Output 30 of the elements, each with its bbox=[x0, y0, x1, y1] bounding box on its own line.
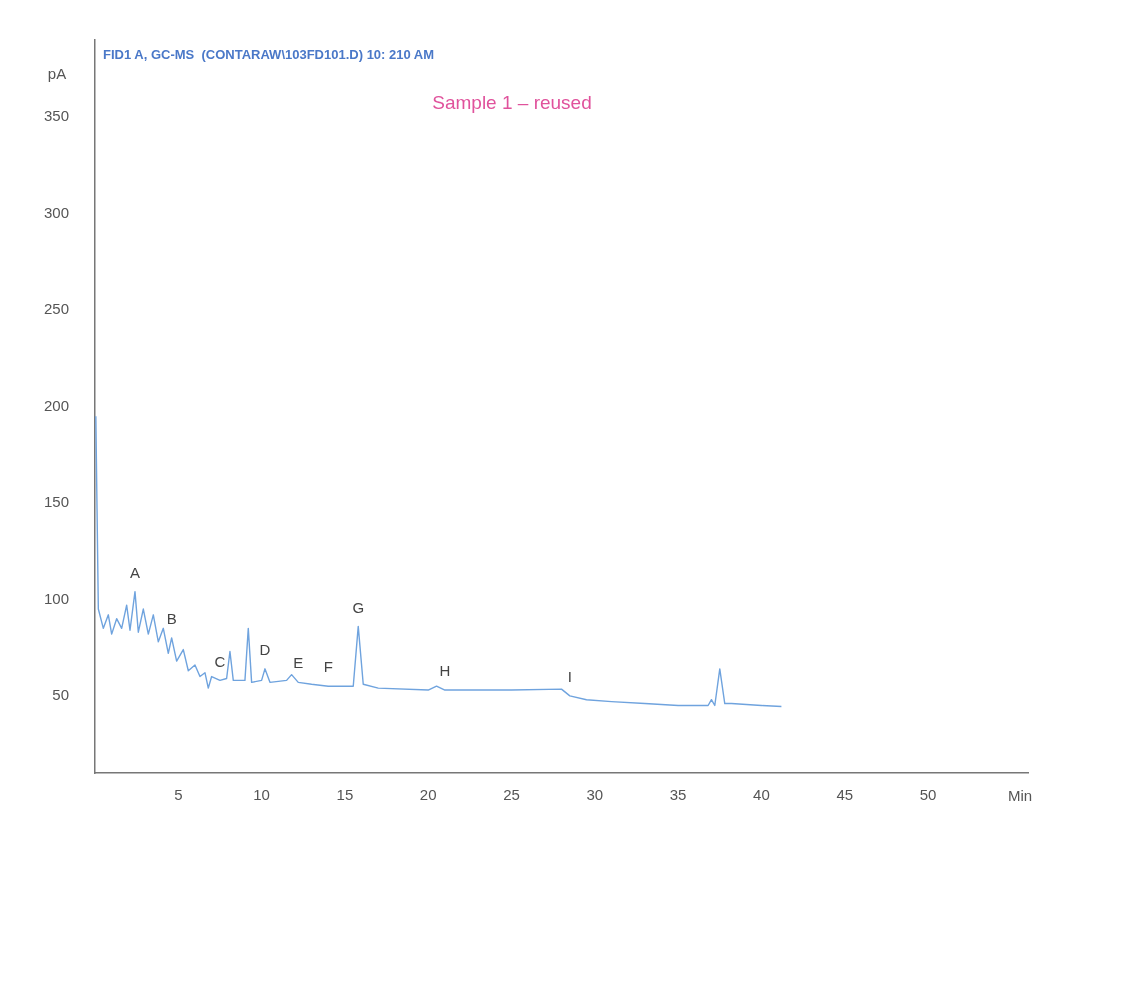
y-tick-label: 50 bbox=[52, 685, 69, 703]
text: Sample 1 – reused bbox=[432, 92, 592, 114]
annotation: H bbox=[439, 662, 451, 680]
x-tick-label: 5 bbox=[174, 786, 183, 804]
annotation: F bbox=[323, 658, 333, 676]
x-tick-label: 30 bbox=[586, 786, 604, 804]
y-tick-label: 200 bbox=[43, 396, 69, 414]
annotation: E bbox=[293, 654, 304, 672]
x-tick-label: 40 bbox=[753, 786, 770, 804]
text: FID1 A, GC-MS (CONTARAW\103FD101.D) 10: 210 AM bbox=[103, 46, 435, 62]
y-tick-label: 100 bbox=[43, 589, 69, 607]
y-tick-label: 350 bbox=[43, 107, 69, 125]
y-tick-label: 150 bbox=[43, 493, 69, 511]
y-tick-label: 250 bbox=[43, 300, 69, 318]
x-axis-title: Min bbox=[1007, 787, 1033, 805]
x-tick-label: 45 bbox=[836, 786, 854, 804]
y-tick-label: 300 bbox=[43, 203, 69, 221]
x-tick-label: 15 bbox=[336, 786, 354, 804]
annotation: I bbox=[567, 667, 572, 685]
x-tick-label: 20 bbox=[419, 786, 437, 804]
x-tick-label: 50 bbox=[919, 786, 937, 804]
x-tick-label: 25 bbox=[503, 786, 520, 804]
annotation: B bbox=[166, 610, 177, 628]
y-axis-title: pA bbox=[47, 65, 67, 83]
x-tick-label: 10 bbox=[253, 786, 270, 804]
x-tick-label: 35 bbox=[669, 786, 687, 804]
annotation: C bbox=[214, 652, 226, 670]
annotation: G bbox=[352, 598, 365, 616]
annotation: D bbox=[259, 640, 271, 658]
annotation: A bbox=[129, 563, 140, 581]
